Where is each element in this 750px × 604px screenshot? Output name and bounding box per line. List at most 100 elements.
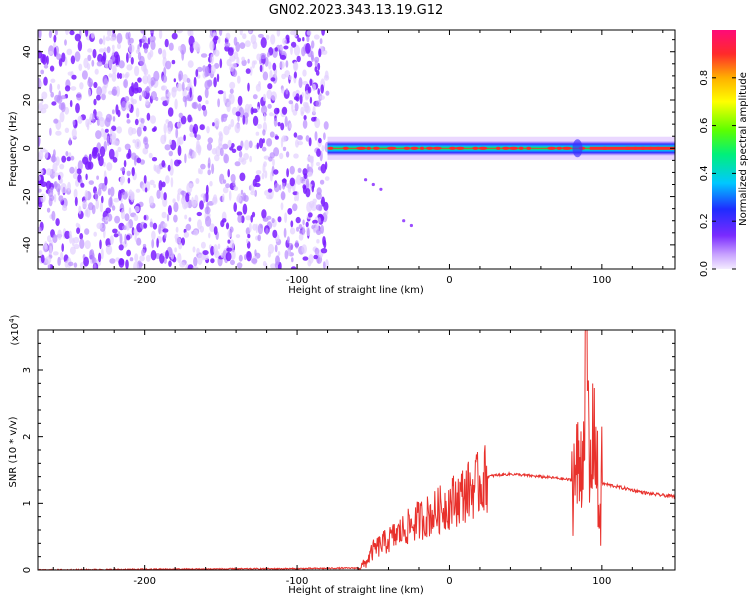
noise-speckle xyxy=(59,111,65,123)
snr-point xyxy=(578,469,579,470)
x-tick-label: -100 xyxy=(286,275,309,286)
snr-ylabel: SNR (10 * v/v) xyxy=(8,416,19,487)
noise-speckle xyxy=(171,32,178,40)
noise-speckle xyxy=(296,135,303,140)
noise-speckle xyxy=(127,148,132,159)
noise-speckle xyxy=(267,103,272,109)
noise-speckle xyxy=(111,125,117,132)
noise-speckle xyxy=(227,169,230,178)
noise-speckle xyxy=(272,62,277,71)
noise-speckle xyxy=(142,147,149,155)
noise-speckle xyxy=(217,90,224,95)
noise-speckle xyxy=(143,175,147,184)
noise-speckle xyxy=(187,60,194,68)
noise-speckle xyxy=(250,34,257,45)
noise-speckle xyxy=(101,195,104,204)
noise-speckle xyxy=(134,205,140,213)
noise-speckle xyxy=(126,234,131,241)
noise-speckle xyxy=(195,134,201,141)
noise-speckle xyxy=(284,212,288,223)
noise-speckle xyxy=(163,223,168,228)
noise-speckle xyxy=(60,251,64,261)
noise-speckle xyxy=(285,88,289,95)
noise-speckle xyxy=(229,88,234,94)
noise-speckle xyxy=(118,189,122,201)
noise-speckle xyxy=(116,32,123,44)
noise-speckle xyxy=(228,124,232,130)
snr-point xyxy=(464,493,465,494)
noise-speckle xyxy=(69,100,73,108)
noise-speckle xyxy=(284,250,289,260)
noise-speckle xyxy=(104,176,108,186)
y-tick-label: -20 xyxy=(22,188,33,204)
noise-speckle xyxy=(299,229,303,235)
noise-speckle xyxy=(40,108,47,114)
noise-speckle xyxy=(189,132,196,138)
signal-peak xyxy=(426,146,434,150)
noise-speckle xyxy=(136,126,142,137)
noise-speckle xyxy=(49,245,53,256)
noise-speckle xyxy=(257,234,262,242)
noise-speckle xyxy=(303,115,307,121)
noise-speckle xyxy=(312,219,318,224)
noise-speckle xyxy=(84,189,89,201)
noise-speckle xyxy=(107,188,111,196)
noise-speckle xyxy=(314,117,321,129)
noise-speckle xyxy=(264,190,269,196)
noise-speckle xyxy=(272,158,275,167)
noise-speckle xyxy=(251,258,258,264)
noise-speckle xyxy=(285,60,289,68)
noise-speckle xyxy=(270,34,276,45)
noise-speckle xyxy=(229,81,236,90)
noise-speckle xyxy=(309,78,313,87)
noise-speckle xyxy=(139,94,142,102)
noise-speckle xyxy=(286,168,289,178)
noise-speckle xyxy=(193,229,199,236)
y-tick-label: 2 xyxy=(22,433,33,439)
noise-speckle xyxy=(236,211,243,216)
signal-peak xyxy=(518,146,524,150)
noise-speckle xyxy=(249,222,252,232)
noise-speckle xyxy=(247,58,250,64)
noise-speckle xyxy=(212,122,215,127)
noise-speckle xyxy=(53,47,57,57)
noise-speckle xyxy=(152,222,158,230)
noise-speckle xyxy=(218,30,223,36)
noise-speckle xyxy=(140,118,145,124)
noise-speckle xyxy=(124,96,130,102)
noise-speckle xyxy=(165,175,170,184)
noise-speckle xyxy=(112,109,115,115)
noise-speckle xyxy=(290,266,297,269)
noise-speckle xyxy=(306,226,311,237)
noise-speckle xyxy=(84,209,89,217)
noise-speckle xyxy=(277,251,281,256)
noise-speckle xyxy=(127,177,131,184)
noise-speckle xyxy=(199,124,205,131)
noise-speckle xyxy=(38,30,42,39)
noise-speckle xyxy=(313,254,319,260)
noise-speckle xyxy=(127,36,131,46)
noise-speckle xyxy=(128,44,135,53)
noise-speckle xyxy=(82,200,88,209)
noise-speckle xyxy=(115,54,118,66)
noise-speckle xyxy=(126,113,130,119)
noise-speckle xyxy=(40,254,45,264)
noise-speckle xyxy=(183,231,190,238)
noise-speckle xyxy=(177,159,182,165)
signal-spur xyxy=(572,139,583,158)
noise-speckle xyxy=(320,84,325,94)
noise-speckle xyxy=(305,188,311,198)
noise-speckle xyxy=(178,242,183,250)
noise-speckle xyxy=(94,190,99,202)
noise-speckle xyxy=(153,184,157,188)
noise-speckle xyxy=(74,196,78,207)
noise-speckle xyxy=(134,253,139,262)
noise-speckle xyxy=(57,188,61,196)
noise-speckle xyxy=(102,75,108,85)
noise-speckle xyxy=(261,105,268,115)
noise-speckle xyxy=(70,55,76,65)
noise-speckle xyxy=(148,195,154,206)
noise-speckle xyxy=(185,223,192,231)
noise-speckle xyxy=(197,254,203,265)
noise-speckle xyxy=(134,65,140,77)
